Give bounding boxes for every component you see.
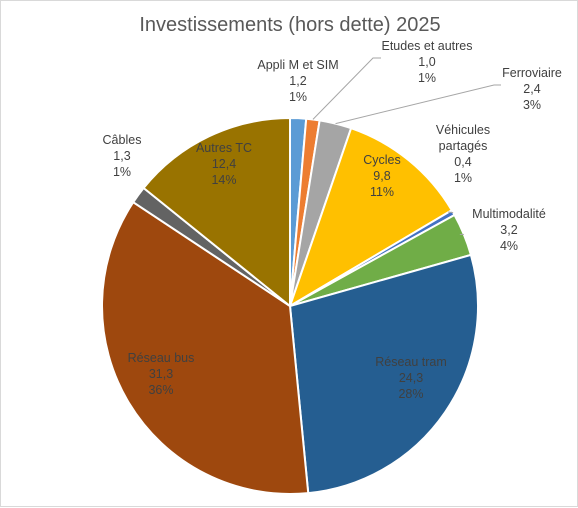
slice-label-line: Réseau bus xyxy=(128,351,195,365)
pie-slices xyxy=(101,116,479,495)
slice-label-line: 1% xyxy=(113,165,131,179)
slice-label-line: 1% xyxy=(289,90,307,104)
slice-labels: Appli M et SIM 1,2 1% Etudes et autres 1,0 1%… xyxy=(103,39,562,401)
slice-label-line: 1,2 xyxy=(289,74,306,88)
slice-label-line: 36% xyxy=(148,383,173,397)
slice-label-cycles: Cycles 9,8 11% xyxy=(363,153,401,199)
slice-label-line: 1,0 xyxy=(418,55,435,69)
slice-label-line: Ferroviaire xyxy=(502,66,562,80)
slice-label-autres-tc: Autres TC 12,4 14% xyxy=(196,141,252,187)
slice-label-etudes-et-autres: Etudes et autres 1,0 1% xyxy=(381,39,472,85)
slice-label-line: Réseau tram xyxy=(375,355,447,369)
slice-label-vehicules-partages: Véhicules partagés 0,4 1% xyxy=(436,123,490,185)
pie-slice-autres-tc xyxy=(142,116,291,309)
slice-label-appli-m-et-sim: Appli M et SIM 1,2 1% xyxy=(257,58,338,104)
slice-label-line: 14% xyxy=(211,173,236,187)
leader-lines xyxy=(312,57,501,235)
leader-line-vehicules-partages xyxy=(447,211,454,214)
chart-title: Investissements (hors dette) 2025 xyxy=(139,14,440,36)
slice-label-line: 0,4 xyxy=(454,155,471,169)
slice-label-line: Véhicules xyxy=(436,123,490,137)
pie-slice-cycles xyxy=(288,126,454,309)
slice-label-line: 1% xyxy=(454,171,472,185)
slice-label-line: 24,3 xyxy=(399,371,423,385)
leader-line-etudes-et-autres xyxy=(312,57,381,120)
slice-label-line: 3% xyxy=(523,98,541,112)
slice-label-line: Etudes et autres xyxy=(381,39,472,53)
slice-label-line: Câbles xyxy=(103,133,142,147)
slice-label-line: 2,4 xyxy=(523,82,540,96)
slice-label-line: 11% xyxy=(370,185,394,199)
slice-label-ferroviaire: Ferroviaire 2,4 3% xyxy=(502,66,562,112)
pie-slice-reseau-bus xyxy=(101,200,310,495)
slice-label-line: Cycles xyxy=(363,153,401,167)
slice-label-line: 31,3 xyxy=(149,367,173,381)
slice-label-line: 1% xyxy=(418,71,436,85)
slice-label-line: 3,2 xyxy=(500,223,517,237)
slice-label-line: 4% xyxy=(500,239,518,253)
slice-label-multimodalite: Multimodalité 3,2 4% xyxy=(472,207,546,253)
leader-line-ferroviaire xyxy=(335,84,501,125)
slice-label-line: Multimodalité xyxy=(472,207,546,221)
slice-label-line: 1,3 xyxy=(113,149,130,163)
slice-label-reseau-bus: Réseau bus 31,3 36% xyxy=(128,351,195,397)
pie-slice-reseau-tram xyxy=(288,253,479,495)
slice-label-line: 28% xyxy=(398,387,423,401)
slice-label-line: Autres TC xyxy=(196,141,252,155)
slice-label-line: 12,4 xyxy=(212,157,236,171)
slice-label-line: Appli M et SIM xyxy=(257,58,338,72)
slice-label-cables: Câbles 1,3 1% xyxy=(103,133,142,179)
slice-label-reseau-tram: Réseau tram 24,3 28% xyxy=(375,355,447,401)
slice-label-line: 9,8 xyxy=(373,169,390,183)
slice-label-line: partagés xyxy=(439,139,488,153)
